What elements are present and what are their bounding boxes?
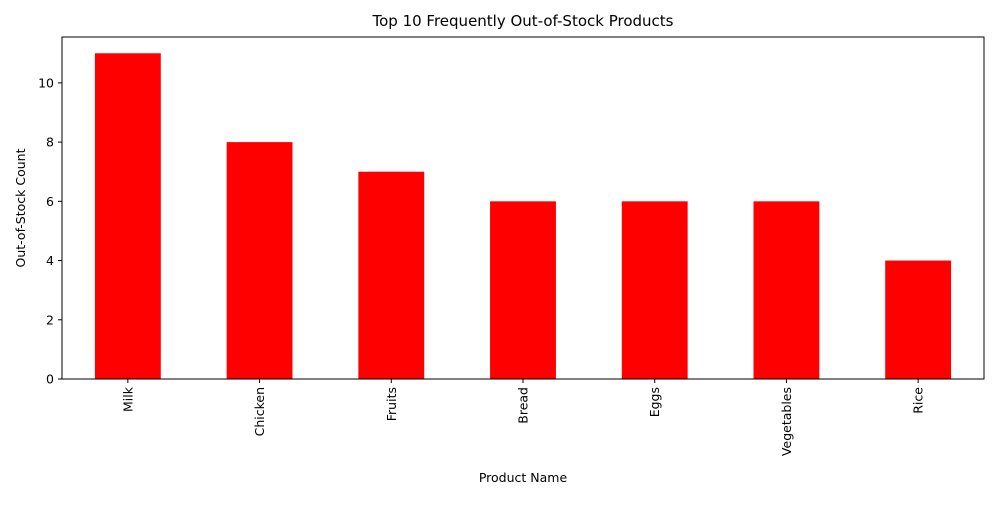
x-tick-label-bread: Bread	[516, 387, 531, 424]
bar-fruits	[358, 171, 425, 379]
bar-chicken	[226, 142, 293, 379]
chart-title: Top 10 Frequently Out-of-Stock Products	[372, 12, 674, 30]
y-tick-label: 8	[46, 135, 54, 150]
bars-group	[94, 53, 952, 380]
y-tick-label: 6	[46, 194, 54, 209]
y-tick-label: 10	[38, 75, 54, 90]
bar-vegetables	[753, 201, 820, 379]
x-tick-label-vegetables: Vegetables	[779, 387, 794, 456]
x-tick-label-eggs: Eggs	[647, 387, 662, 417]
y-tick-label: 2	[46, 312, 54, 327]
x-axis-title: Product Name	[479, 470, 568, 485]
x-tick-label-chicken: Chicken	[252, 387, 267, 436]
bar-bread	[490, 201, 556, 379]
y-axis-title: Out-of-Stock Count	[13, 148, 28, 267]
bar-milk	[94, 53, 161, 380]
plot-frame	[61, 36, 985, 380]
bar-rice	[885, 260, 952, 379]
y-axis: 0 2 4 6 8 10	[38, 75, 62, 387]
x-axis: Milk Chicken Fruits Bread Eggs Vegetables Rice	[120, 379, 926, 456]
y-tick-label: 0	[46, 372, 54, 387]
y-tick-label: 4	[46, 253, 54, 268]
bar-eggs	[621, 201, 688, 379]
x-tick-label-milk: Milk	[120, 386, 135, 412]
x-tick-label-fruits: Fruits	[384, 387, 399, 421]
x-tick-label-rice: Rice	[911, 387, 926, 414]
